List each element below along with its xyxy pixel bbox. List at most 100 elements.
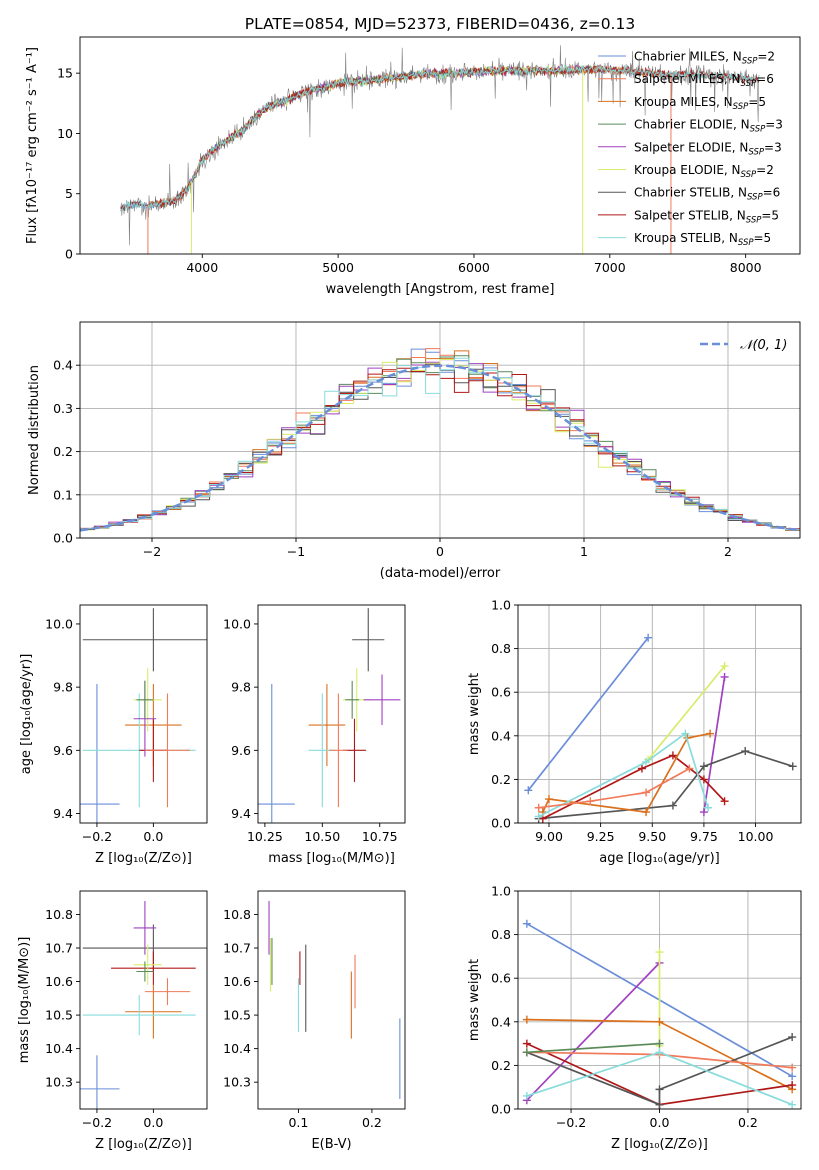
y-axis-label: Normed distribution — [27, 365, 42, 495]
mass-weight-series — [538, 729, 715, 817]
mass-weight-line — [538, 767, 690, 809]
y-tick-label: 9.8 — [231, 680, 251, 695]
mass-weight-marker — [522, 1091, 531, 1100]
x-axis-label: Z [log₁₀(Z/Z⊙)] — [95, 851, 192, 866]
x-tick-label: 0.0 — [650, 1115, 670, 1130]
model-spectrum-line — [147, 64, 671, 207]
residual-histogram — [80, 363, 800, 533]
legend-label-tail: =5 — [754, 231, 772, 245]
mass-weight-marker — [720, 797, 729, 806]
x-tick-label: −2 — [143, 544, 161, 559]
mass-weight-marker — [655, 1085, 664, 1094]
mass-weight-line — [527, 637, 649, 791]
legend-label-sub: SSP — [741, 79, 757, 89]
plot-area — [522, 919, 797, 1109]
x-tick-label: 9.50 — [638, 829, 666, 844]
y-tick-label: 10.6 — [45, 974, 73, 989]
mass-weight-marker — [788, 762, 797, 771]
legend-label-tail: =3 — [764, 140, 782, 154]
x-tick-label: 10.00 — [738, 829, 774, 844]
mass-weight-series — [522, 1039, 664, 1057]
y-tick-label: 0.1 — [53, 487, 73, 502]
legend-label-main: Kroupa ELODIE, N — [634, 163, 741, 177]
axes-frame — [257, 890, 406, 1110]
mass-weight-line — [703, 676, 726, 813]
x-tick-label: 0.0 — [143, 1115, 163, 1130]
y-axis-label: mass weight — [467, 673, 482, 755]
mass-weight-marker — [706, 729, 715, 738]
mass-weight-line — [526, 1036, 793, 1106]
legend-label-sub: SSP — [746, 215, 762, 225]
mass-weight-line — [526, 962, 661, 1101]
x-tick-label: 9.75 — [690, 829, 718, 844]
observed-spectrum-line — [120, 45, 760, 246]
legend-label-main: Salpeter MILES, N — [634, 72, 741, 86]
mass-weight-line — [647, 665, 726, 761]
mass-weight-line — [526, 1042, 660, 1054]
legend-label: Salpeter ELODIE, NSSP=3 — [634, 140, 782, 157]
x-tick-label: 5000 — [322, 260, 354, 275]
y-tick-label: 10.0 — [45, 616, 73, 631]
x-axis-label: E(B-V) — [311, 1137, 351, 1152]
y-tick-label: 0.6 — [491, 971, 511, 986]
y-tick-label: 0.8 — [491, 641, 511, 656]
plot-area — [80, 348, 800, 533]
y-tick-label: 10.8 — [45, 907, 73, 922]
mass-weight-series — [522, 1033, 797, 1109]
legend-label-tail: =5 — [748, 95, 766, 109]
y-tick-label: 0.3 — [53, 401, 73, 416]
y-axis-label: mass weight — [467, 959, 482, 1041]
normal-distribution-curve — [80, 364, 800, 532]
axes-frame — [257, 604, 406, 824]
x-tick-label: 9.00 — [535, 829, 563, 844]
mass-vs-ebv-panel: 0.1 0.2 10.3 10.4 10.5 10.6 10.7 10.8 E(B-V) — [223, 890, 406, 1152]
y-tick-label: 0.0 — [53, 531, 73, 546]
errorbar-point — [133, 901, 157, 955]
legend-label-main: Kroupa STELIB, N — [634, 231, 738, 245]
plot-area — [80, 608, 207, 823]
mass-weight-marker — [668, 801, 677, 810]
x-axis-label: Z [log₁₀(Z/Z⊙)] — [611, 1137, 708, 1152]
mass-weight-marker — [704, 803, 713, 812]
mass-weight-marker — [655, 1048, 664, 1057]
y-tick-label: 0.0 — [491, 1102, 511, 1117]
axes-frame — [79, 890, 208, 1110]
legend-label-tail: =2 — [756, 163, 774, 177]
model-spectrum-line — [120, 64, 760, 212]
y-tick-label: 9.8 — [53, 680, 73, 695]
errorbar-point — [352, 608, 385, 672]
x-tick-label: 10.25 — [247, 829, 283, 844]
y-tick-label: 9.4 — [53, 806, 73, 821]
mass-weight-marker — [788, 1063, 797, 1072]
y-tick-label: 10.5 — [223, 1008, 251, 1023]
residual-histogram — [80, 357, 800, 533]
mass-weight-marker — [534, 803, 543, 812]
legend-label-tail: =5 — [761, 208, 779, 222]
mass-weight-series — [522, 958, 664, 1105]
mass-weight-series — [534, 729, 713, 821]
mass-weight-marker — [788, 1072, 797, 1081]
legend-label: Kroupa STELIB, NSSP=5 — [634, 231, 771, 248]
residuals-panel: −2 −1 0 1 2 0.0 0.1 0.2 0.3 0.4 (data-model)/error… — [27, 321, 801, 581]
errorbar-point — [111, 951, 196, 985]
mass-weight-marker — [668, 751, 677, 760]
errorbar-point — [308, 683, 346, 767]
legend-label: 𝒩(0, 1) — [740, 338, 787, 353]
x-axis-label: age [log₁₀(age/yr)] — [599, 851, 720, 866]
legend-label-sub: SSP — [733, 102, 749, 112]
age-vs-mass-panel: 10.25 10.50 10.75 9.4 9.6 9.8 10.0 mass [log₁₀(… — [223, 604, 406, 866]
errorbar-point — [345, 680, 360, 719]
y-tick-label: 5 — [65, 186, 73, 201]
y-tick-label: 10.5 — [45, 1008, 73, 1023]
plot-area — [120, 45, 760, 254]
mass-weight-marker — [524, 786, 533, 795]
legend-label-sub: SSP — [741, 170, 757, 180]
legend-label-sub: SSP — [747, 193, 763, 203]
axes-frame — [79, 36, 801, 255]
legend-label-main: Salpeter STELIB, N — [634, 208, 746, 222]
mass-weight-marker — [655, 1017, 664, 1026]
x-tick-label: 0 — [436, 544, 444, 559]
legend-label: Chabrier ELODIE, NSSP=3 — [634, 118, 783, 135]
errorbar-point — [144, 693, 191, 808]
